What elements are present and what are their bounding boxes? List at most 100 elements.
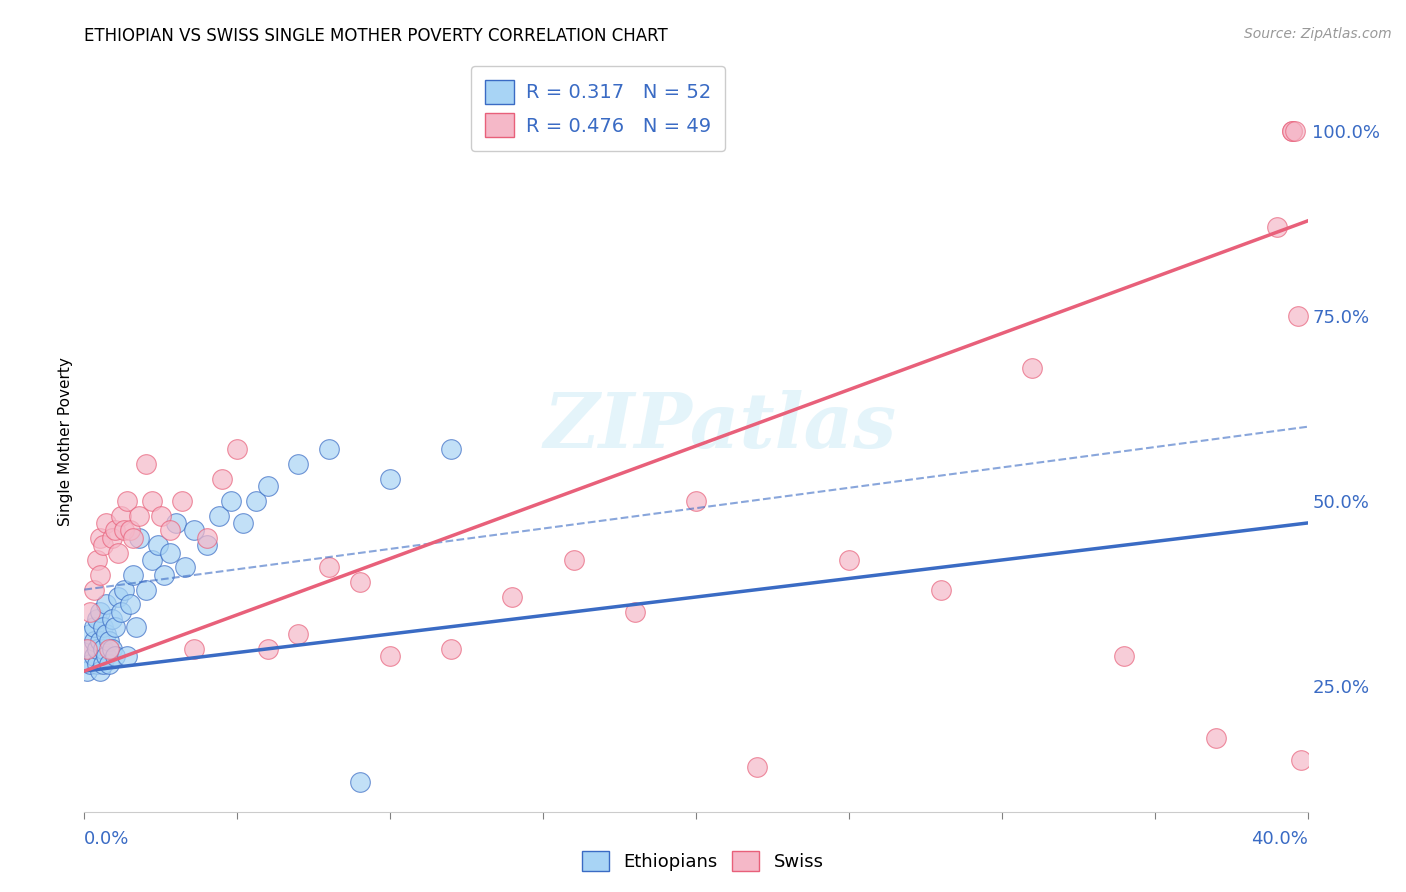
Point — [159, 524, 181, 538]
Point — [112, 524, 135, 538]
Point — [110, 605, 132, 619]
Point — [380, 471, 402, 485]
Point — [747, 760, 769, 774]
Point — [172, 493, 194, 508]
Point — [1291, 753, 1313, 767]
Point — [94, 627, 117, 641]
Point — [440, 641, 463, 656]
Point — [86, 612, 108, 626]
Point — [94, 649, 117, 664]
Point — [349, 775, 371, 789]
Y-axis label: Single Mother Poverty: Single Mother Poverty — [58, 357, 73, 526]
Point — [79, 657, 101, 671]
Point — [685, 493, 707, 508]
Point — [349, 575, 371, 590]
Point — [94, 598, 117, 612]
Point — [141, 493, 163, 508]
Point — [104, 524, 127, 538]
Point — [318, 442, 340, 456]
Point — [502, 590, 524, 604]
Legend: R = 0.317   N = 52, R = 0.476   N = 49: R = 0.317 N = 52, R = 0.476 N = 49 — [471, 66, 724, 151]
Point — [149, 508, 172, 523]
Point — [838, 553, 860, 567]
Point — [128, 508, 150, 523]
Point — [120, 524, 142, 538]
Point — [153, 567, 176, 582]
Point — [107, 590, 129, 604]
Point — [101, 531, 124, 545]
Point — [318, 560, 340, 574]
Point — [287, 457, 309, 471]
Point — [287, 627, 309, 641]
Point — [1021, 360, 1043, 375]
Point — [112, 582, 135, 597]
Point — [125, 619, 148, 633]
Point — [257, 641, 280, 656]
Point — [115, 649, 138, 664]
Point — [110, 508, 132, 523]
Point — [226, 442, 249, 456]
Point — [1286, 309, 1309, 323]
Text: ZIPatlas: ZIPatlas — [544, 390, 897, 464]
Point — [183, 524, 205, 538]
Point — [1284, 123, 1306, 137]
Point — [91, 641, 114, 656]
Point — [141, 553, 163, 567]
Point — [120, 598, 142, 612]
Point — [101, 641, 124, 656]
Text: 40.0%: 40.0% — [1251, 830, 1308, 848]
Point — [83, 634, 105, 648]
Point — [97, 641, 120, 656]
Point — [183, 641, 205, 656]
Point — [91, 657, 114, 671]
Point — [135, 582, 157, 597]
Point — [76, 641, 98, 656]
Point — [76, 664, 98, 678]
Point — [76, 641, 98, 656]
Point — [1281, 123, 1303, 137]
Point — [122, 531, 145, 545]
Point — [232, 516, 254, 530]
Point — [83, 649, 105, 664]
Point — [97, 657, 120, 671]
Text: Source: ZipAtlas.com: Source: ZipAtlas.com — [1244, 27, 1392, 41]
Point — [624, 605, 647, 619]
Point — [97, 634, 120, 648]
Point — [440, 442, 463, 456]
Legend: Ethiopians, Swiss: Ethiopians, Swiss — [575, 844, 831, 879]
Point — [86, 657, 108, 671]
Point — [1114, 649, 1136, 664]
Point — [195, 538, 218, 552]
Point — [208, 508, 231, 523]
Point — [562, 553, 585, 567]
Point — [1205, 731, 1227, 745]
Point — [115, 493, 138, 508]
Text: 0.0%: 0.0% — [84, 830, 129, 848]
Point — [91, 619, 114, 633]
Point — [83, 582, 105, 597]
Point — [91, 538, 114, 552]
Point — [89, 531, 111, 545]
Text: ETHIOPIAN VS SWISS SINGLE MOTHER POVERTY CORRELATION CHART: ETHIOPIAN VS SWISS SINGLE MOTHER POVERTY… — [84, 27, 668, 45]
Point — [122, 567, 145, 582]
Point — [1281, 123, 1303, 137]
Point — [135, 457, 157, 471]
Point — [257, 479, 280, 493]
Point — [159, 545, 181, 560]
Point — [929, 582, 952, 597]
Point — [107, 545, 129, 560]
Point — [195, 531, 218, 545]
Point — [89, 567, 111, 582]
Point — [1265, 219, 1288, 234]
Point — [101, 612, 124, 626]
Point — [89, 634, 111, 648]
Point — [165, 516, 187, 530]
Point — [104, 619, 127, 633]
Point — [211, 471, 233, 485]
Point — [128, 531, 150, 545]
Point — [245, 493, 267, 508]
Point — [89, 605, 111, 619]
Point — [380, 649, 402, 664]
Point — [86, 641, 108, 656]
Point — [89, 664, 111, 678]
